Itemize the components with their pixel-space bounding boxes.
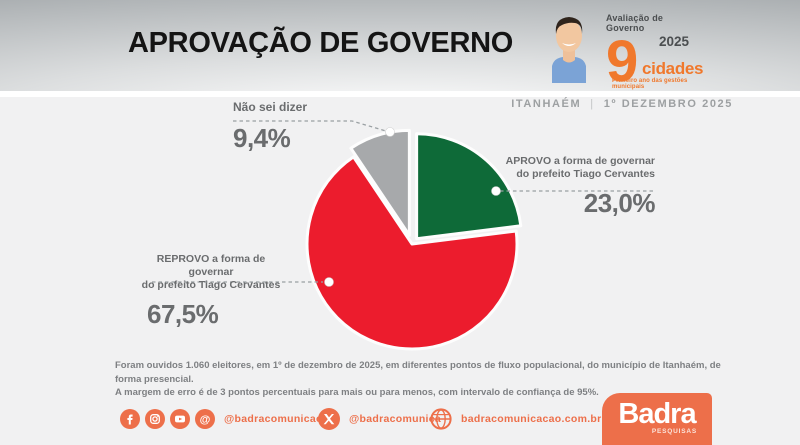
badra-logo-text: Badra (618, 398, 696, 430)
marker-dot-reprovo (324, 277, 334, 287)
naosei-label: Não sei dizer (233, 100, 308, 114)
threads-icon: @ (195, 409, 215, 429)
badra-logo: Badra PESQUISAS (602, 393, 712, 445)
leader-line-naosei (233, 120, 387, 132)
pie-slice-1 (305, 155, 519, 351)
methodology-line1: Foram ouvidos 1.060 eleitores, em 1º de … (115, 360, 721, 385)
badge-tagline: Primeiro ano das gestões municipais (612, 78, 688, 90)
naosei-value: 9,4% (233, 123, 291, 153)
instagram-icon (145, 409, 165, 429)
marker-dot-naosei (385, 127, 395, 137)
methodology-note: Foram ouvidos 1.060 eleitores, em 1º de … (115, 359, 735, 400)
page-title: APROVAÇÃO DE GOVERNO (128, 27, 514, 59)
social-group-3: badracomunicacao.com.br (430, 406, 602, 432)
handle-badracomunica: @badracomunica (349, 413, 442, 425)
presenter-photo-art (552, 17, 586, 83)
badge-title: Avaliação de Governo (606, 13, 664, 33)
badge-number: 9 (606, 29, 639, 94)
svg-text:@: @ (200, 414, 211, 426)
handle-badracomunicacao: @badracomunicacao (224, 413, 336, 425)
website-url: badracomunicacao.com.br (461, 413, 602, 425)
program-badge: Avaliação de Governo 2025 9 cidades Prim… (606, 13, 704, 91)
facebook-icon (120, 409, 140, 429)
badge-brand: cidades (642, 59, 704, 78)
reprovo-label-line2: do prefeito Tiago Cervantes (141, 279, 281, 291)
youtube-icon (170, 409, 190, 429)
pie-slice-2 (349, 128, 411, 237)
header: APROVAÇÃO DE GOVERNO Avaliação de Govern… (0, 0, 800, 91)
methodology-line2: A margem de erro é de 3 pontos percentua… (115, 387, 599, 398)
header-divider (0, 91, 800, 97)
presenter-photo (548, 12, 590, 83)
label-block-naosei: Não sei dizer 9,4% (233, 101, 307, 154)
badge-year: 2025 (658, 34, 689, 49)
aprovo-label-line2: do prefeito Tiago Cervantes (516, 168, 655, 180)
x-twitter-icon (318, 408, 340, 430)
date-label: 1º DEZEMBRO 2025 (603, 98, 733, 110)
reprovo-label-line1: REPROVO a forma de governar (156, 253, 266, 278)
globe-icon (430, 408, 452, 430)
social-group-1: @ @badracomunicacao (120, 406, 335, 432)
reprovo-value: 67,5% (147, 299, 219, 329)
aprovo-value: 23,0% (583, 188, 656, 218)
pie-slice-0 (415, 132, 523, 241)
label-block-aprovo: APROVO a forma de governar do prefeito T… (505, 155, 656, 219)
aprovo-label-line1: APROVO a forma de governar (505, 155, 655, 167)
location-date-line: ITANHAÉM | 1º DEZEMBRO 2025 (511, 98, 733, 110)
social-group-2: @badracomunica (318, 406, 441, 432)
marker-dot-aprovo (491, 186, 501, 196)
separator: | (590, 98, 595, 110)
badra-logo-subtext: PESQUISAS (651, 428, 697, 435)
city-label: ITANHAÉM (511, 98, 582, 110)
label-block-reprovo: REPROVO a forma de governar do prefeito … (138, 253, 284, 330)
